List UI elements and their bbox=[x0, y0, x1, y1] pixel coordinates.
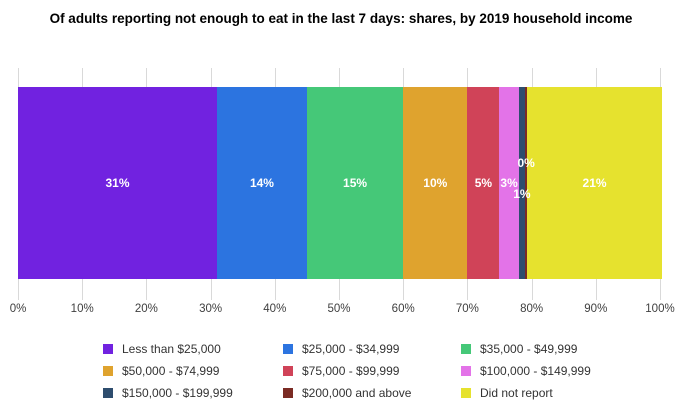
legend-swatch-icon bbox=[103, 388, 113, 398]
segment-label: 21% bbox=[582, 176, 607, 190]
legend-item-label: $50,000 - $74,999 bbox=[122, 364, 220, 378]
legend-swatch-icon bbox=[461, 366, 471, 376]
legend-swatch-icon bbox=[103, 344, 113, 354]
legend-item-label: $75,000 - $99,999 bbox=[302, 364, 400, 378]
legend-swatch-icon bbox=[283, 344, 293, 354]
legend-item: Less than $25,000 bbox=[103, 342, 283, 356]
segment-label: 15% bbox=[343, 176, 368, 190]
legend: Less than $25,000 $25,000 - $34,999 $35,00… bbox=[103, 338, 661, 404]
x-axis-tick-label: 70% bbox=[455, 303, 479, 315]
x-axis-tick-label: 20% bbox=[134, 303, 158, 315]
legend-item: Did not report bbox=[461, 386, 661, 400]
bar-segment: 5% bbox=[467, 87, 500, 279]
legend-item: $150,000 - $199,999 bbox=[103, 386, 283, 400]
legend-item-label: $200,000 and above bbox=[302, 386, 412, 400]
legend-item: $200,000 and above bbox=[283, 386, 461, 400]
x-axis-tick-label: 60% bbox=[391, 303, 415, 315]
segment-label: 10% bbox=[423, 176, 448, 190]
legend-swatch-icon bbox=[103, 366, 113, 376]
legend-item: $100,000 - $149,999 bbox=[461, 364, 661, 378]
legend-item-label: Did not report bbox=[480, 386, 553, 400]
segment-label: 5% bbox=[474, 176, 493, 190]
x-axis-tick-label: 40% bbox=[263, 303, 287, 315]
x-axis-tick-label: 90% bbox=[584, 303, 608, 315]
legend-item: $35,000 - $49,999 bbox=[461, 342, 661, 356]
legend-swatch-icon bbox=[283, 366, 293, 376]
segment-label: 14% bbox=[249, 176, 274, 190]
x-axis-tick-label: 30% bbox=[199, 303, 223, 315]
legend-item: $50,000 - $74,999 bbox=[103, 364, 283, 378]
x-axis-tick-label: 50% bbox=[327, 303, 351, 315]
x-axis-tick-label: 10% bbox=[70, 303, 94, 315]
bar-segment: 14% bbox=[217, 87, 307, 279]
x-axis: 0% 10% 20% 30% 40% 50% 60% 70% 80% 90% 100% bbox=[10, 303, 675, 319]
legend-item: $25,000 - $34,999 bbox=[283, 342, 461, 356]
legend-item-label: $150,000 - $199,999 bbox=[122, 386, 233, 400]
bar-segment: 31% bbox=[18, 87, 218, 279]
x-axis-tick-label: 100% bbox=[645, 303, 675, 315]
x-axis-tick-label: 80% bbox=[520, 303, 544, 315]
segment-label: 3% bbox=[500, 176, 518, 190]
segment-label: 31% bbox=[105, 176, 130, 190]
plot-area: 31% 14% 15% 10% 5% 3% 1% 0% 21% bbox=[18, 68, 662, 300]
bar-segment: 10% bbox=[403, 87, 468, 279]
bar-segment: 15% bbox=[306, 87, 404, 279]
x-axis-tick-label: 0% bbox=[9, 303, 27, 315]
legend-item-label: $100,000 - $149,999 bbox=[480, 364, 591, 378]
legend-swatch-icon bbox=[461, 344, 471, 354]
legend-swatch-icon bbox=[283, 388, 293, 398]
chart-title: Of adults reporting not enough to eat in… bbox=[49, 11, 633, 26]
legend-item-label: $25,000 - $34,999 bbox=[302, 342, 400, 356]
legend-swatch-icon bbox=[461, 388, 471, 398]
bar-segment: 21% bbox=[527, 87, 662, 279]
legend-item-label: Less than $25,000 bbox=[122, 342, 221, 356]
legend-item-label: $35,000 - $49,999 bbox=[480, 342, 578, 356]
bar-segment: 3% bbox=[499, 87, 519, 279]
stacked-bar: 31% 14% 15% 10% 5% 3% 1% 0% 21% bbox=[18, 87, 662, 279]
legend-item: $75,000 - $99,999 bbox=[283, 364, 461, 378]
